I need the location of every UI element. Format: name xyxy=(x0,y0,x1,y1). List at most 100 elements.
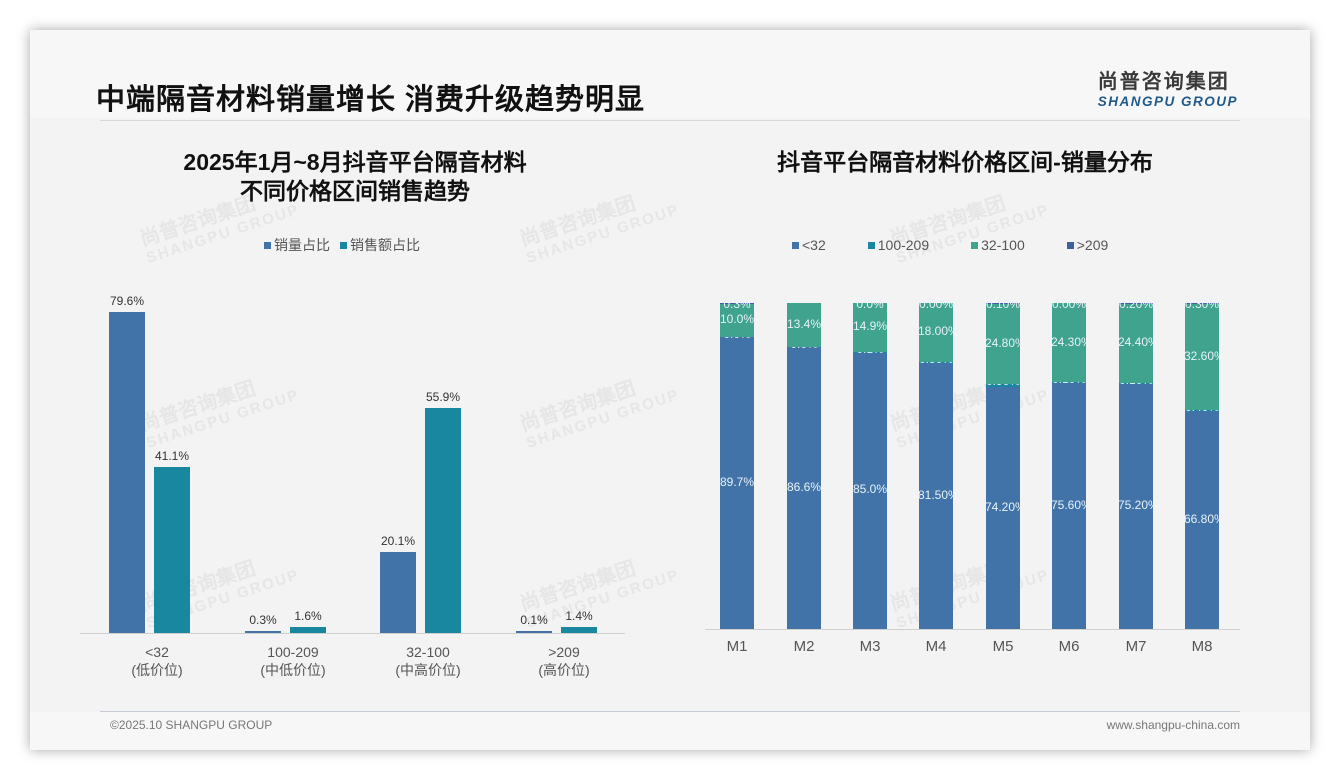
logo-en: SHANGPU GROUP xyxy=(1097,94,1238,109)
right-chart-legend: <32 100-209 32-100 >209 xyxy=(792,237,1108,253)
left-chart-legend: 销量占比 销售额占比 xyxy=(264,235,420,255)
segment xyxy=(787,303,821,347)
left-chart-title: 2025年1月~8月抖音平台隔音材料 不同价格区间销售趋势 xyxy=(125,148,585,206)
segment-value-label: 0.3% xyxy=(723,297,751,311)
segment-value-label: 32.60% xyxy=(1184,349,1220,364)
bar-value-label: 55.9% xyxy=(425,389,461,404)
bar-revenue xyxy=(290,626,326,633)
bar-revenue xyxy=(154,467,190,633)
bar-volume xyxy=(380,551,416,633)
bar-volume xyxy=(516,631,552,633)
segment-value-label: 75.60% xyxy=(1051,497,1087,512)
legend-item: <32 xyxy=(792,237,826,253)
legend-swatch-icon xyxy=(867,241,875,249)
bar-value-label: 41.1% xyxy=(154,449,190,464)
logo-cn: 尚普咨询集团 xyxy=(1097,71,1230,93)
category-label: 100-209 (中低价位) xyxy=(223,643,363,679)
month-label: M8 xyxy=(1191,638,1213,655)
segment xyxy=(919,363,953,629)
month-label: M6 xyxy=(1058,638,1080,655)
category-name: <32 xyxy=(145,644,169,660)
legend-item: 32-100 xyxy=(971,237,1025,253)
segment xyxy=(787,346,821,629)
legend-item-volume: 销量占比 xyxy=(264,235,330,255)
legend-swatch-icon xyxy=(971,241,979,249)
legend-label: 销售额占比 xyxy=(350,237,420,253)
right-chart-title: 抖音平台隔音材料价格区间-销量分布 xyxy=(777,149,1153,175)
slide: 中端隔音材料销量增长 消费升级趋势明显 尚普咨询集团 SHANGPU GROUP… xyxy=(30,30,1310,750)
month-label: M4 xyxy=(925,638,947,655)
segment xyxy=(1119,383,1153,629)
segment xyxy=(1185,303,1219,304)
bar-value-label: 0.1% xyxy=(520,613,548,627)
legend-label: >209 xyxy=(1076,237,1109,253)
segment xyxy=(986,387,1020,629)
category-label: 32-100 (中高价位) xyxy=(358,643,498,679)
segment xyxy=(720,303,754,337)
segment xyxy=(1119,303,1153,304)
segment-value-label: 10.0% xyxy=(719,312,755,327)
segment xyxy=(1185,410,1219,412)
left-chart-title-line1: 2025年1月~8月抖音平台隔音材料 xyxy=(183,149,527,175)
segment-value-label: 18.00% xyxy=(918,324,954,339)
bar-revenue xyxy=(561,627,597,633)
segment-value-label: 0.0% xyxy=(856,297,884,311)
segment-value-label: 75.20% xyxy=(1118,498,1154,513)
segment-value-label: 89.7% xyxy=(719,474,755,489)
segment-value-label: 85.0% xyxy=(852,482,888,497)
left-chart-title-line2: 不同价格区间销售趋势 xyxy=(240,178,470,204)
legend-swatch-icon xyxy=(792,241,799,249)
bar-value-label: 1.4% xyxy=(565,609,593,624)
category-sublabel: (低价位) xyxy=(131,662,183,678)
month-label: M2 xyxy=(793,638,815,655)
category-sublabel: (高价位) xyxy=(538,662,590,678)
legend-swatch-icon xyxy=(1066,241,1074,249)
page-title: 中端隔音材料销量增长 消费升级趋势明显 xyxy=(96,84,646,116)
segment xyxy=(853,351,887,629)
bar-value-label: 20.1% xyxy=(380,533,416,548)
bar-volume xyxy=(109,312,145,633)
footer-divider xyxy=(100,711,1240,712)
category-label: <32 (低价位) xyxy=(87,643,227,679)
company-logo: 尚普咨询集团 SHANGPU GROUP xyxy=(1098,65,1238,109)
segment-value-label: 81.50% xyxy=(918,488,954,503)
segment xyxy=(919,361,953,364)
month-label: M5 xyxy=(992,638,1014,655)
segment xyxy=(986,384,1020,388)
segment-value-label: 66.80% xyxy=(1184,512,1220,527)
segment xyxy=(1185,411,1219,629)
segment-value-label: 0.00% xyxy=(1051,297,1087,311)
footer-copyright: ©2025.10 SHANGPU GROUP xyxy=(110,718,273,732)
segment-value-label: 0.00% xyxy=(918,297,954,311)
bar-value-label: 1.6% xyxy=(294,608,322,623)
legend-item-revenue: 销售额占比 xyxy=(340,235,420,255)
category-name: 100-209 xyxy=(267,644,319,660)
left-x-axis xyxy=(80,633,625,634)
segment-value-label: 0.20% xyxy=(1118,297,1154,311)
segment xyxy=(1119,303,1153,384)
segment xyxy=(1052,382,1086,629)
segment-value-label: 24.80% xyxy=(985,335,1021,350)
title-divider xyxy=(100,120,1240,121)
month-label: M1 xyxy=(726,638,748,655)
segment-value-label: 13.4% xyxy=(786,316,822,331)
category-name: >209 xyxy=(548,644,580,660)
category-sublabel: (中低价位) xyxy=(260,662,326,678)
segment-value-label: 86.6% xyxy=(786,479,822,494)
month-label: M3 xyxy=(859,638,881,655)
segment-value-label: 0.30% xyxy=(1184,297,1220,311)
segment xyxy=(919,303,953,362)
segment-value-label: 24.30% xyxy=(1051,334,1087,349)
legend-swatch-icon xyxy=(340,241,347,249)
legend-label: 32-100 xyxy=(981,237,1025,253)
legend-swatch-icon xyxy=(264,241,271,249)
segment xyxy=(1185,303,1219,411)
legend-label: 销量占比 xyxy=(274,237,330,253)
category-sublabel: (中高价位) xyxy=(395,662,461,678)
segment-value-label: 24.40% xyxy=(1118,335,1154,350)
